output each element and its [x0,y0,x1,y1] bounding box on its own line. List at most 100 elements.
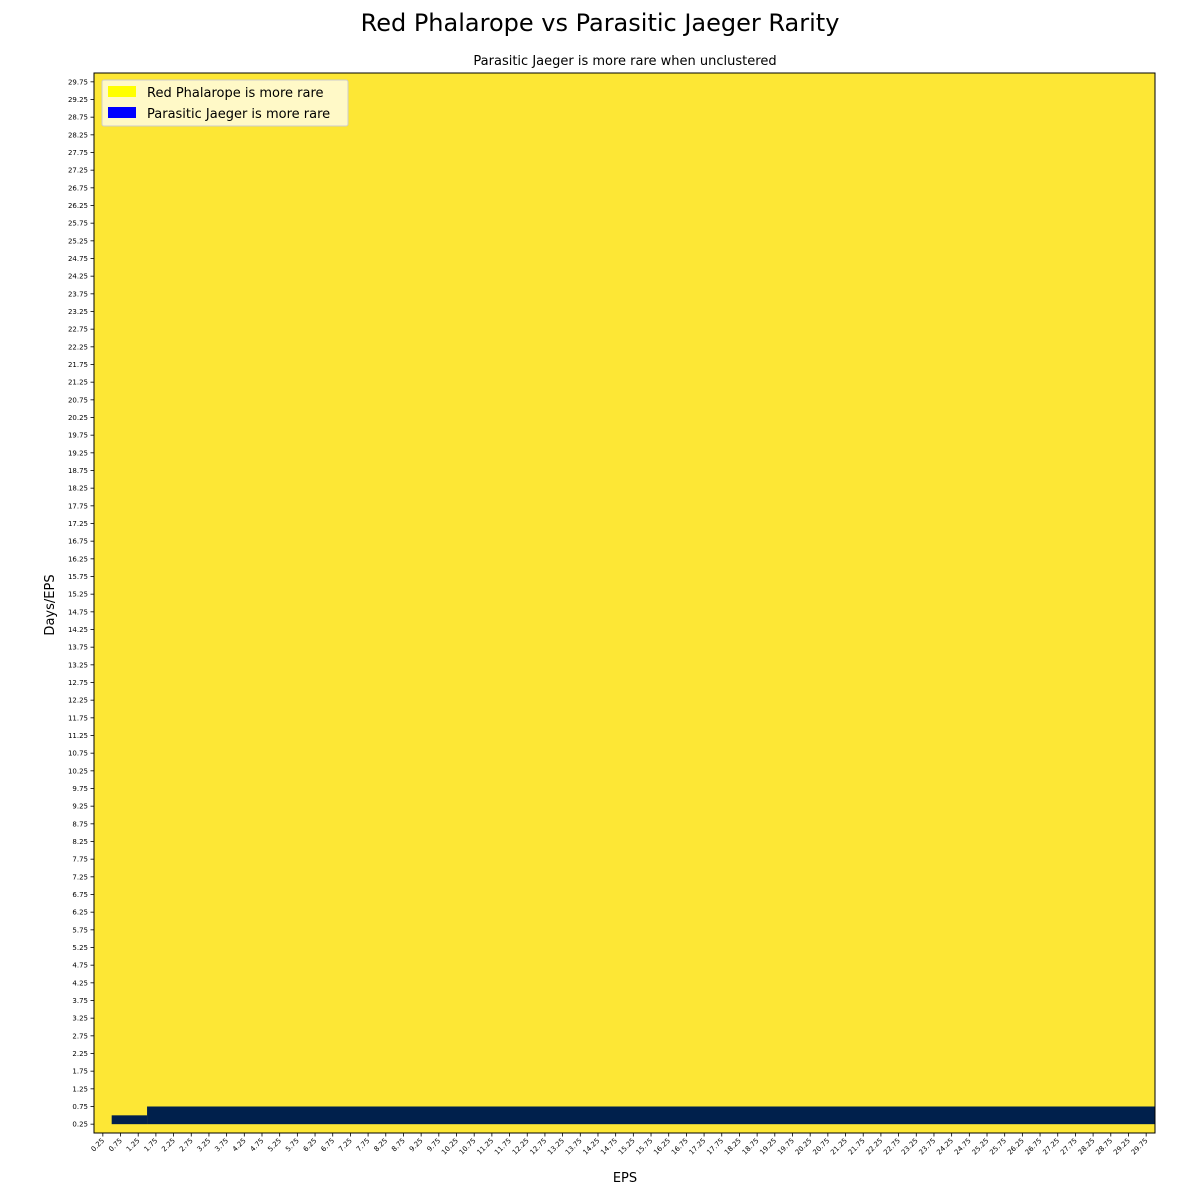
y-tick-label: 8.25 [72,838,88,846]
y-tick-label: 21.25 [68,379,88,387]
x-tick-label: 14.75 [599,1137,619,1157]
x-tick-label: 15.25 [617,1137,637,1157]
y-tick-label: 11.75 [68,714,88,722]
x-tick-label: 4.25 [231,1137,248,1154]
x-tick-label: 0.75 [107,1137,124,1154]
plot-frame [93,72,1156,1134]
y-tick-label: 18.25 [68,485,88,493]
y-tick-label: 1.25 [72,1085,88,1093]
y-tick-label: 2.25 [72,1050,88,1058]
x-tick-label: 26.25 [1006,1137,1026,1157]
x-tick-label: 7.25 [337,1137,354,1154]
x-tick-label: 2.25 [160,1137,177,1154]
x-tick-label: 16.75 [670,1137,690,1157]
y-tick-label: 6.75 [72,891,88,899]
legend-label-parasitic-jaeger: Parasitic Jaeger is more rare [147,107,330,122]
y-tick-label: 20.75 [68,396,88,404]
x-tick-label: 10.25 [440,1137,460,1157]
x-tick-label: 1.75 [143,1137,160,1154]
y-tick-label: 26.25 [68,202,88,210]
y-tick-label: 6.25 [72,909,88,917]
x-tick-label: 23.75 [918,1137,938,1157]
x-tick-label: 12.25 [511,1137,531,1157]
x-tick-label: 23.25 [900,1137,920,1157]
x-tick-label: 10.75 [458,1137,478,1157]
y-tick-label: 29.75 [68,78,88,86]
x-tick-label: 5.25 [266,1137,283,1154]
y-axis-ticks: 0.25 0.75 1.25 1.75 2.25 2.75 3.25 3.75 4.25 4.75… [68,78,94,1129]
x-tick-label: 29.75 [1130,1137,1150,1157]
x-tick-label: 1.25 [125,1137,142,1154]
y-tick-label: 5.75 [72,926,88,934]
x-tick-label: 24.75 [953,1137,973,1157]
x-axis-ticks: 0.25 0.75 1.25 1.75 2.25 2.75 3.25 3.75 4.25 4.75… [90,1133,1150,1157]
legend-box [101,79,349,127]
y-tick-label: 24.25 [68,273,88,281]
x-tick-label: 22.25 [864,1137,884,1157]
heatmap-cells [94,73,1156,1133]
y-tick-label: 9.25 [72,803,88,811]
y-tick-label: 17.75 [68,502,88,510]
y-tick-label: 14.25 [68,626,88,634]
y-tick-label: 11.25 [68,732,88,740]
x-tick-label: 7.75 [355,1137,372,1154]
x-tick-label: 21.75 [847,1137,867,1157]
x-tick-label: 5.75 [284,1137,301,1154]
x-tick-label: 24.25 [935,1137,955,1157]
x-tick-label: 3.75 [213,1137,230,1154]
y-tick-label: 13.25 [68,661,88,669]
x-tick-label: 16.25 [652,1137,672,1157]
x-tick-label: 3.25 [196,1137,213,1154]
y-tick-label: 22.25 [68,343,88,351]
x-tick-label: 15.75 [635,1137,655,1157]
heatmap-region-1 [147,1106,1156,1125]
x-tick-label: 25.75 [988,1137,1008,1157]
y-tick-label: 15.25 [68,591,88,599]
y-tick-label: 0.75 [72,1103,88,1111]
x-tick-label: 19.75 [776,1137,796,1157]
y-tick-label: 16.25 [68,555,88,563]
y-axis-label: Days/EPS [43,574,58,635]
y-tick-label: 3.75 [72,997,88,1005]
y-tick-label: 4.25 [72,979,88,987]
x-tick-label: 4.75 [249,1137,266,1154]
x-tick-label: 9.25 [408,1137,425,1154]
y-tick-label: 1.75 [72,1068,88,1076]
x-tick-label: 21.25 [829,1137,849,1157]
x-tick-label: 18.75 [741,1137,761,1157]
x-tick-label: 6.25 [302,1137,319,1154]
x-tick-label: 26.75 [1024,1137,1044,1157]
x-axis-label: EPS [613,1171,637,1186]
legend: Red Phalarope is more rare Parasitic Jae… [101,79,349,127]
y-tick-label: 28.25 [68,131,88,139]
x-tick-label: 20.75 [811,1137,831,1157]
x-tick-label: 25.25 [971,1137,991,1157]
chart-subtitle: Parasitic Jaeger is more rare when unclu… [473,54,776,69]
y-tick-label: 27.25 [68,167,88,175]
x-tick-label: 28.75 [1094,1137,1114,1157]
y-tick-label: 8.75 [72,820,88,828]
x-tick-label: 11.75 [493,1137,513,1157]
y-tick-label: 7.75 [72,856,88,864]
y-tick-label: 19.75 [68,432,88,440]
heatmap-region-0 [111,1115,148,1125]
x-tick-label: 18.25 [723,1137,743,1157]
y-tick-label: 28.75 [68,114,88,122]
x-tick-label: 8.75 [390,1137,407,1154]
x-tick-label: 14.25 [582,1137,602,1157]
legend-label-red-phalarope: Red Phalarope is more rare [147,86,324,101]
x-tick-label: 2.75 [178,1137,195,1154]
y-tick-label: 5.25 [72,944,88,952]
x-tick-label: 27.75 [1059,1137,1079,1157]
x-tick-label: 17.75 [705,1137,725,1157]
y-tick-label: 10.25 [68,767,88,775]
x-tick-label: 17.25 [688,1137,708,1157]
x-tick-label: 28.25 [1077,1137,1097,1157]
y-tick-label: 21.75 [68,361,88,369]
y-tick-label: 24.75 [68,255,88,263]
y-tick-label: 26.75 [68,184,88,192]
y-tick-label: 2.75 [72,1032,88,1040]
y-tick-label: 17.25 [68,520,88,528]
x-tick-label: 13.25 [546,1137,566,1157]
